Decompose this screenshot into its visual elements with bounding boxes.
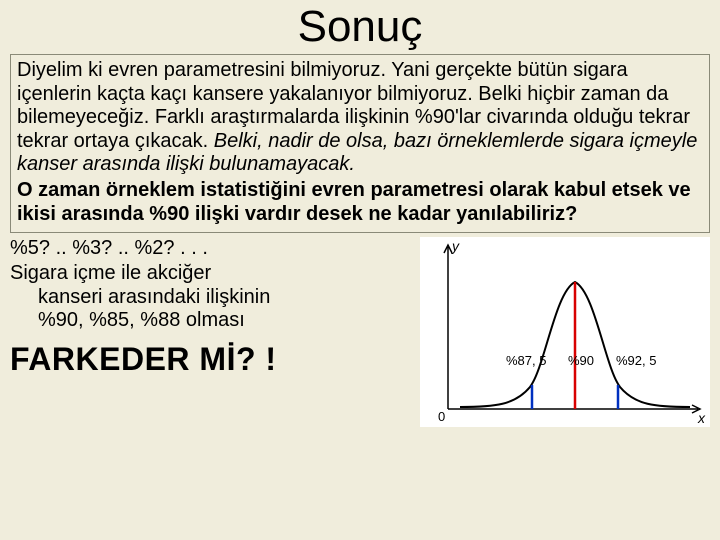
relation-text: Sigara içme ile akciğer kanseri arasında… bbox=[10, 262, 420, 333]
percent-options: %5? .. %3? .. %2? . . . bbox=[10, 237, 420, 260]
svg-text:x: x bbox=[697, 410, 706, 426]
svg-text:y: y bbox=[451, 238, 460, 254]
bell-curve-chart: y x 0 %87, 5 %90 %92, 5 bbox=[420, 237, 710, 427]
main-text-box: Diyelim ki evren parametresini bilmiyoru… bbox=[10, 54, 710, 233]
paragraph-2: O zaman örneklem istatistiğini evren par… bbox=[17, 179, 703, 226]
relation-line-2: kanseri arasındaki ilişkinin bbox=[10, 286, 420, 310]
tick-label-2: %90 bbox=[568, 353, 594, 368]
tick-label-1: %87, 5 bbox=[506, 353, 546, 368]
svg-text:0: 0 bbox=[438, 409, 445, 424]
lower-left-text: %5? .. %3? .. %2? . . . Sigara içme ile … bbox=[10, 237, 420, 427]
relation-line-1: Sigara içme ile akciğer bbox=[10, 262, 211, 284]
lower-region: %5? .. %3? .. %2? . . . Sigara içme ile … bbox=[10, 237, 710, 427]
tick-label-3: %92, 5 bbox=[616, 353, 656, 368]
relation-line-3: %90, %85, %88 olması bbox=[10, 309, 420, 333]
page-title: Sonuç bbox=[0, 0, 720, 52]
emphasis-text: FARKEDER Mİ? ! bbox=[10, 341, 420, 378]
paragraph-1: Diyelim ki evren parametresini bilmiyoru… bbox=[17, 59, 703, 177]
